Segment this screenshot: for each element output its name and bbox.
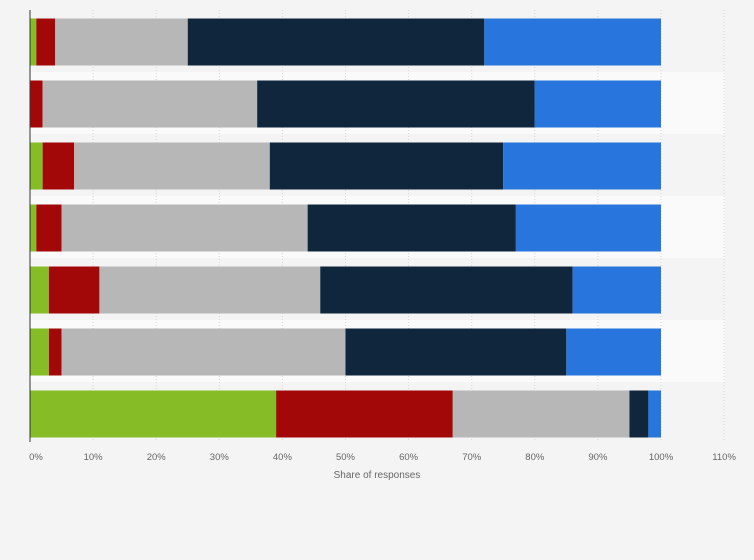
x-tick-label: 30%	[210, 452, 230, 463]
bar-segment	[307, 204, 516, 252]
x-tick-label: 10%	[84, 452, 104, 463]
bar-segment	[484, 18, 661, 66]
bar-segment	[345, 328, 567, 376]
bars	[30, 18, 661, 438]
bar-segment	[566, 328, 661, 376]
bar-segment	[42, 80, 258, 128]
bar-segment	[48, 266, 100, 314]
x-tick-label: 100%	[649, 452, 674, 463]
bar-segment	[30, 266, 49, 314]
bar-segment	[257, 80, 535, 128]
bar-segment	[503, 142, 661, 190]
bar-segment	[30, 142, 43, 190]
bar-segment	[61, 204, 308, 252]
bar-segment	[269, 142, 504, 190]
x-tick-label: 90%	[588, 452, 608, 463]
bar-segment	[320, 266, 573, 314]
x-tick-label: 20%	[147, 452, 167, 463]
bar-segment	[55, 18, 188, 66]
bar-segment	[629, 390, 649, 438]
x-tick-label: 80%	[525, 452, 545, 463]
bar-segment	[515, 204, 661, 252]
bar-segment	[452, 390, 630, 438]
x-tick-label: 110%	[712, 452, 736, 463]
x-tick-label: 60%	[399, 452, 419, 463]
bar-segment	[30, 80, 43, 128]
bar-segment	[48, 328, 62, 376]
bar-segment	[61, 328, 346, 376]
x-tick-label: 50%	[336, 452, 356, 463]
bar-segment	[648, 390, 661, 438]
x-tick-label: 0%	[29, 452, 43, 463]
x-tick-label: 70%	[462, 452, 482, 463]
bar-segment	[187, 18, 485, 66]
bar-segment	[42, 142, 75, 190]
bar-segment	[30, 328, 49, 376]
bar-segment	[99, 266, 321, 314]
bar-segment	[74, 142, 270, 190]
bar-segment	[534, 80, 661, 128]
bar-segment	[30, 204, 37, 252]
bar-segment	[30, 18, 37, 66]
x-axis-title: Share of responses	[334, 470, 421, 481]
bar-segment	[276, 390, 453, 438]
bar-segment	[36, 18, 56, 66]
bar-segment	[30, 390, 277, 438]
bar-segment	[36, 204, 62, 252]
x-tick-labels: 0% 10% 20% 30% 40% 50% 60% 70% 80% 90% 100% 110%	[29, 452, 736, 463]
x-tick-label: 40%	[273, 452, 293, 463]
bar-segment	[572, 266, 661, 314]
